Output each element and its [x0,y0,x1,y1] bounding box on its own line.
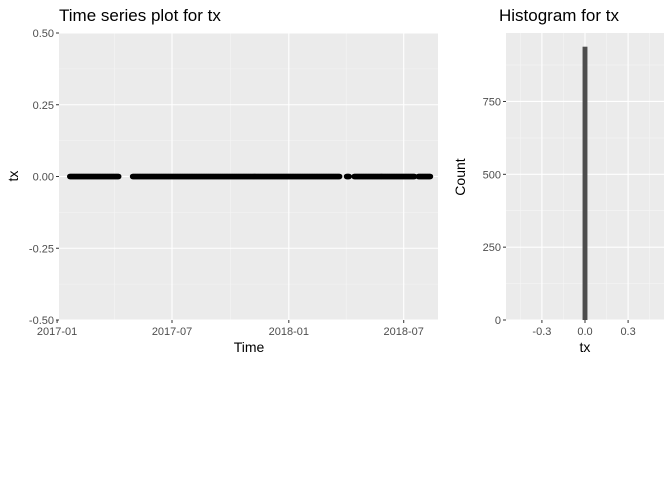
ts-y-axis-title: tx [5,171,21,182]
hist-y-axis-title: Count [452,158,468,195]
ts-y-tick-label: 0.50 [33,28,54,40]
hist-x-ticks: -0.3 0.0 0.3 [532,320,636,338]
hist-title: Histogram for tx [499,6,619,25]
ts-point [115,173,122,180]
ts-point [346,173,352,180]
ts-y-tick-label: -0.25 [29,243,54,255]
ts-x-tick-label: 2017-07 [152,326,192,338]
hist-x-tick-label: 0.3 [620,326,635,338]
ts-y-tick-label: 0.00 [33,172,54,184]
ts-x-tick-label: 2018-01 [269,326,309,338]
ts-y-tick-label: 0.25 [33,100,54,112]
ts-points [66,173,434,180]
ts-y-ticks: -0.50 -0.25 0.00 0.25 0.50 [29,28,59,327]
hist-bars [582,46,588,320]
time-series-chart: Time series plot for tx -0.50 -0.25 0.00 0.… [5,6,438,355]
hist-y-tick-label: 500 [483,169,501,181]
ts-point [336,173,343,180]
hist-x-tick-label: -0.3 [532,326,551,338]
ts-x-tick-label: 2017-01 [37,326,77,338]
ts-title: Time series plot for tx [59,6,221,25]
ts-y-tick-label: -0.50 [29,315,54,327]
hist-bar [582,46,588,320]
ts-x-ticks: 2017-01 2017-07 2018-01 2018-07 [37,320,424,338]
ts-x-tick-label: 2018-07 [384,326,424,338]
hist-y-ticks: 0 250 500 750 [483,96,506,327]
ts-point [427,173,434,180]
ts-x-axis-title: Time [234,339,265,355]
hist-y-tick-label: 750 [483,96,501,108]
histogram-chart: Histogram for tx 0 250 500 750 -0.3 0.0 0.3 t… [452,6,664,355]
hist-x-axis-title: tx [580,339,591,355]
hist-y-tick-label: 0 [495,315,501,327]
hist-x-tick-label: 0.0 [577,326,592,338]
hist-y-tick-label: 250 [483,242,501,254]
